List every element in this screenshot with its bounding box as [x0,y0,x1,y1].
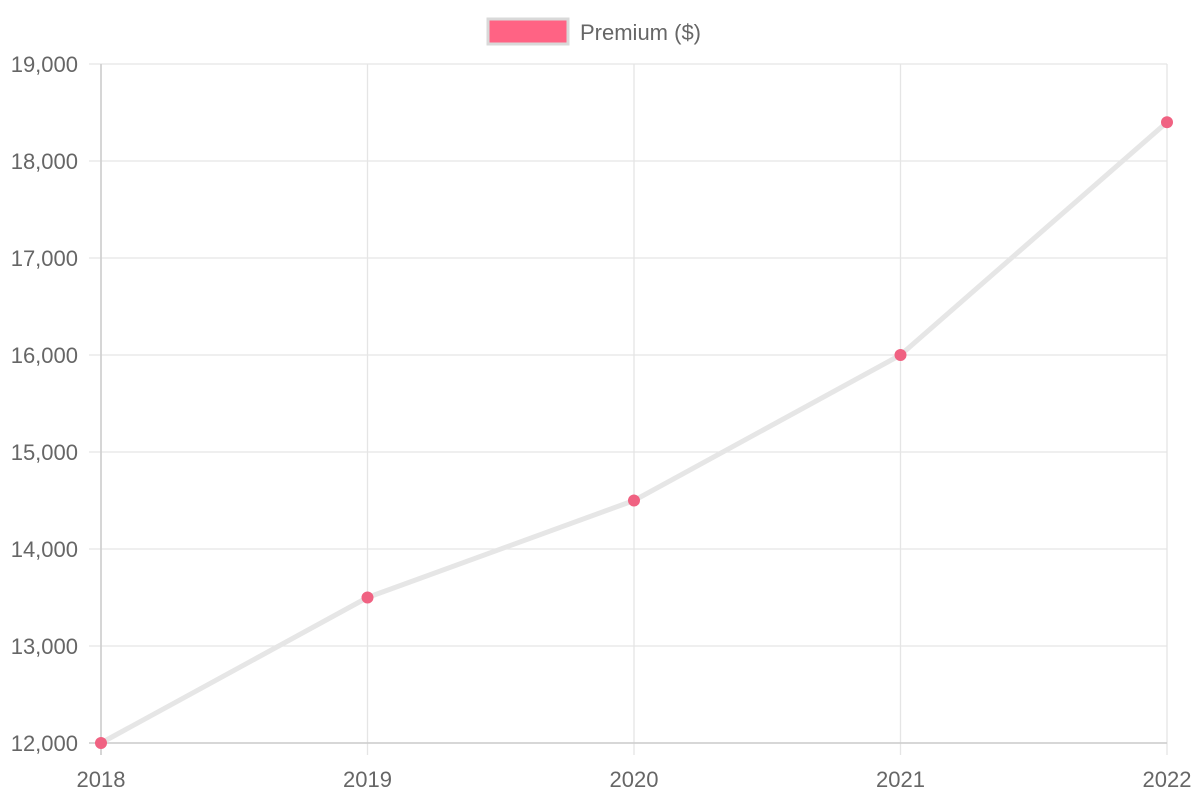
x-tick-label: 2021 [876,767,925,792]
x-tick-label: 2022 [1143,767,1192,792]
legend[interactable]: Premium ($) [486,17,701,46]
legend-swatch[interactable] [486,17,570,46]
series-premium [95,116,1173,749]
data-point[interactable] [628,494,640,507]
data-point[interactable] [1161,116,1173,129]
data-point[interactable] [894,349,907,361]
y-tick-label: 13,000 [11,634,78,659]
grid-lines [89,63,1168,755]
y-tick-label: 15,000 [11,440,78,465]
y-tick-label: 12,000 [11,731,78,756]
data-point[interactable] [95,737,107,749]
legend-label[interactable]: Premium ($) [580,20,701,45]
x-tick-label: 2019 [343,767,392,792]
y-tick-label: 14,000 [11,537,78,562]
x-tick-label: 2020 [610,767,659,792]
y-tick-label: 16,000 [11,343,78,368]
axes: 12,000 13,000 14,000 15,000 16,000 17,000 18,0… [11,52,1192,792]
y-tick-label: 19,000 [11,52,78,77]
x-tick-label: 2018 [77,767,126,792]
y-tick-label: 17,000 [11,246,78,271]
data-point[interactable] [361,591,374,604]
y-tick-label: 18,000 [11,149,78,174]
